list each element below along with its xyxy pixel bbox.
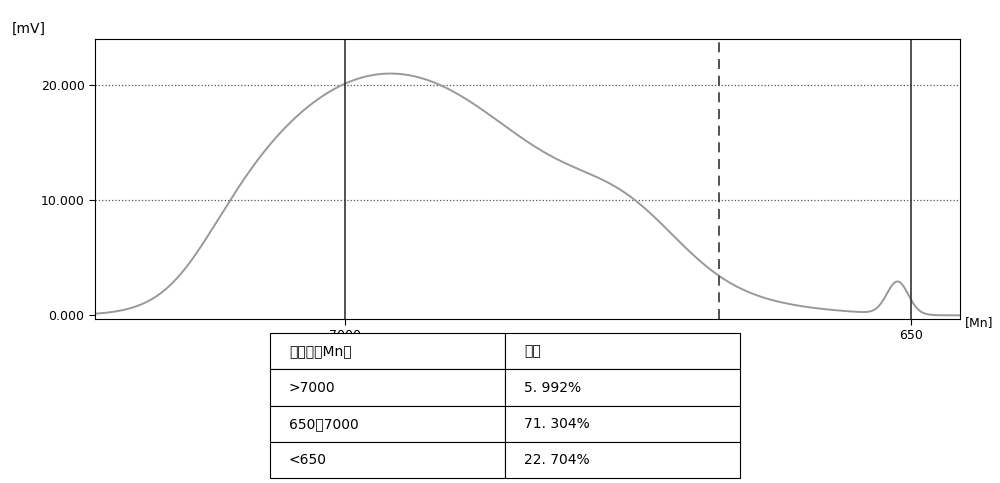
Text: [mV]: [mV] xyxy=(12,22,46,36)
Text: [Mn]: [Mn] xyxy=(965,316,994,329)
